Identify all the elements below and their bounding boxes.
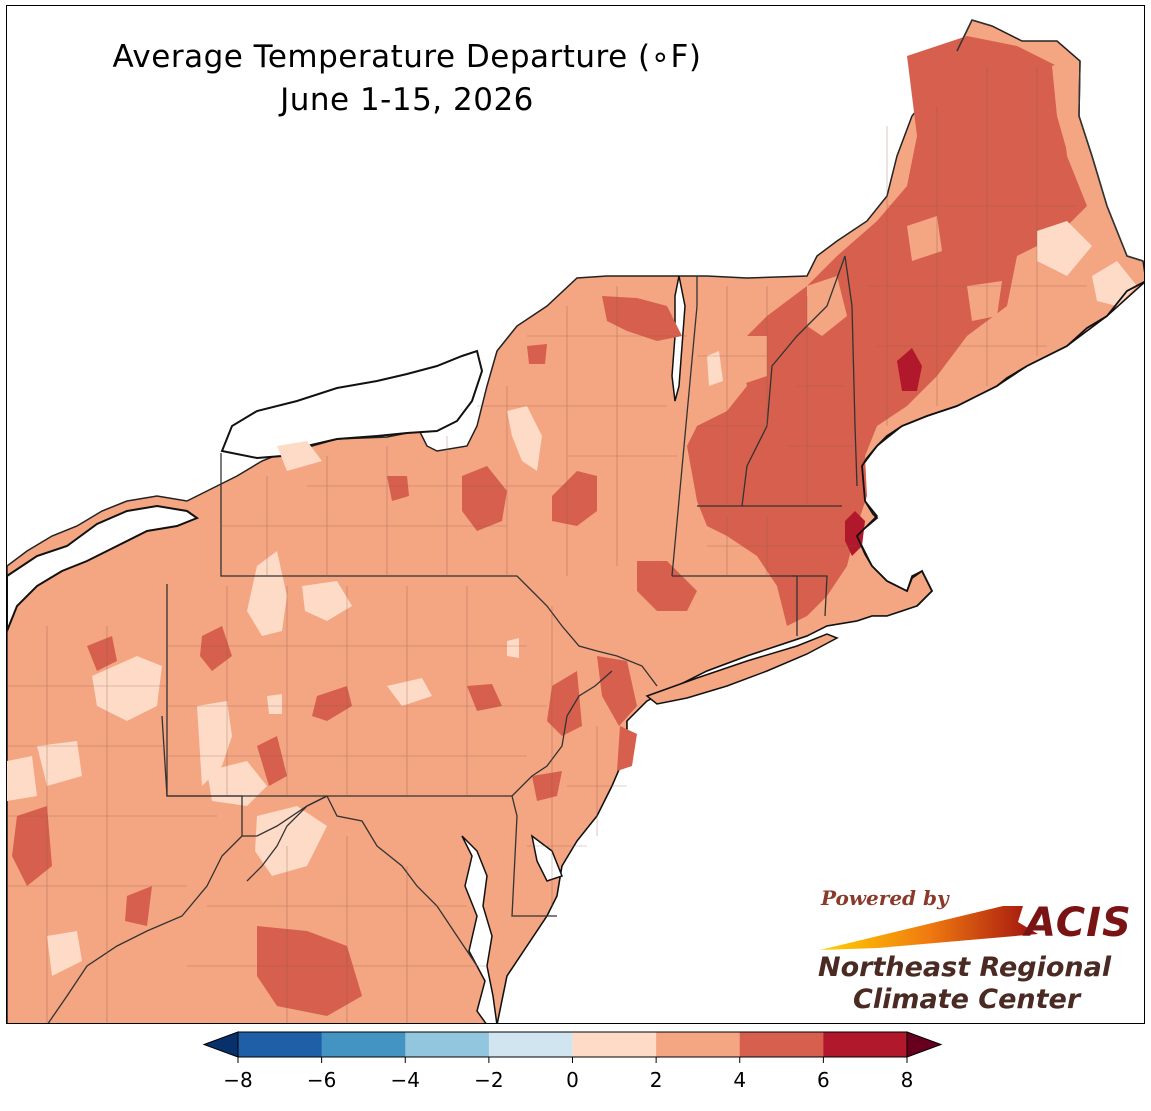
logo-powered-by: Powered by — [821, 886, 949, 910]
map-title: Average Temperature Departure (∘F) — [112, 39, 702, 75]
colorbar-bin — [739, 1032, 824, 1057]
colorbar-bin — [321, 1032, 406, 1057]
lake-ontario — [220, 349, 484, 460]
logo-org-line2: Climate Center — [853, 984, 1081, 1015]
acis-swoosh-icon — [820, 906, 1038, 950]
colorbar-bin — [656, 1032, 741, 1057]
logo-acis: ACIS — [1025, 900, 1132, 946]
logo-org-line1: Northeast Regional — [818, 952, 1112, 983]
chesapeake-bay — [461, 835, 498, 1023]
colorbar-bin — [488, 1032, 573, 1057]
colorbar-tick-label: 0 — [566, 1068, 579, 1092]
warm-2-4-inset-regions — [687, 61, 1079, 416]
colorbar-tick-label: 2 — [650, 1068, 663, 1092]
colorbar-legend: −8 −6 −4 −2 0 2 4 6 8 — [202, 1031, 943, 1092]
colorbar-bin — [572, 1032, 657, 1057]
temperature-departure-map — [7, 19, 1144, 1023]
colorbar-tick-label: −8 — [223, 1068, 252, 1092]
maine-north-border — [956, 19, 1144, 262]
map-date-range: June 1-15, 2026 — [280, 82, 534, 118]
delaware-bay — [530, 834, 563, 882]
county-boundaries — [7, 66, 1087, 1023]
acis-nrcc-logo: Powered by ACIS Northeast Regional Clima… — [813, 886, 1133, 1016]
colorbar-extend-high — [906, 1031, 943, 1058]
colorbar-tick-label: −4 — [391, 1068, 420, 1092]
colorbar-tick-label: 4 — [733, 1068, 746, 1092]
colorbar-extend-low — [202, 1031, 239, 1058]
lake-champlain — [671, 275, 686, 402]
colorbar-tick-label: 6 — [817, 1068, 830, 1092]
colorbar-bin — [238, 1032, 323, 1057]
colorbar-tick-label: −2 — [474, 1068, 503, 1092]
lake-erie — [7, 504, 200, 632]
state-boundaries — [47, 255, 858, 1023]
warm-0-2-regions — [7, 221, 1137, 976]
colorbar-bin — [405, 1032, 490, 1057]
colorbar-bin — [823, 1032, 908, 1057]
map-frame: Average Temperature Departure (∘F) June … — [6, 5, 1145, 1024]
colorbar-tick-label: −6 — [307, 1068, 336, 1092]
long-island — [645, 633, 839, 705]
coastline — [855, 281, 1144, 607]
colorbar-tick-label: 8 — [901, 1068, 914, 1092]
